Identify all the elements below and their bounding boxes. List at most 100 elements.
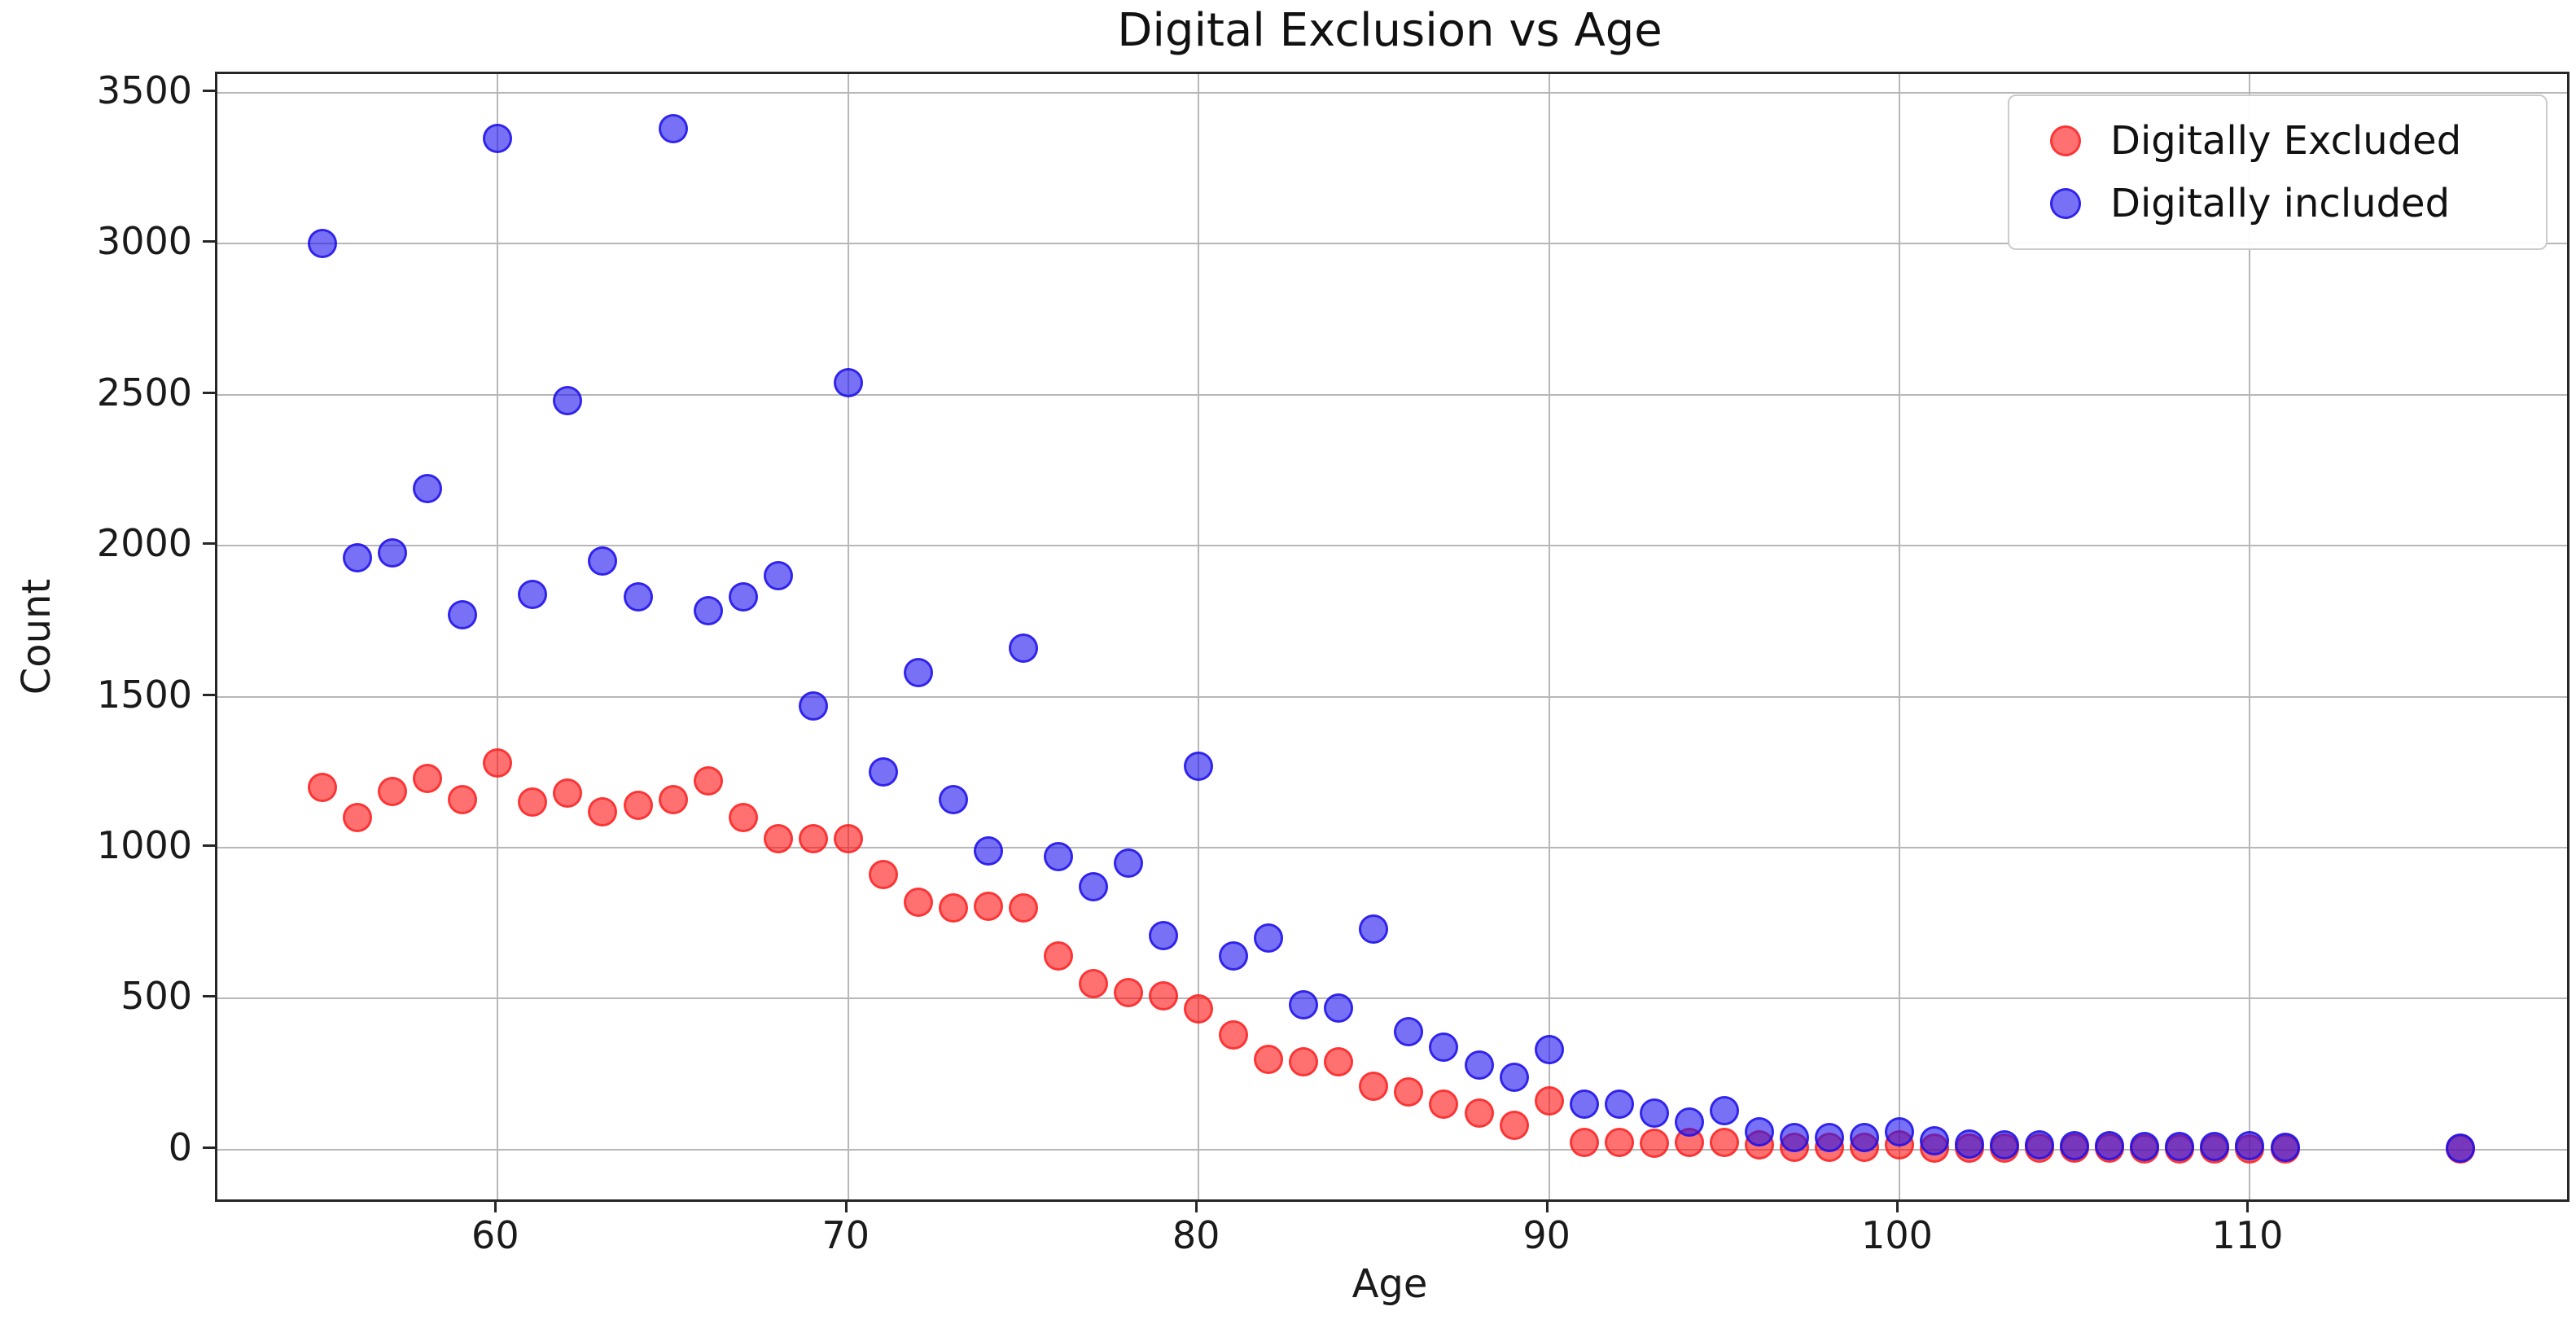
ytick-label-2000: 2000 [96,521,192,566]
scatter-point [2200,1132,2230,1162]
scatter-point [1184,751,1214,781]
gridline-x-100 [1899,74,1901,1199]
scatter-point [1534,1086,1564,1116]
scatter-point [483,123,513,153]
scatter-point [1709,1127,1739,1157]
gridline-y-1000 [217,847,2567,848]
gridline-y-3000 [217,243,2567,245]
scatter-point [1604,1089,1634,1120]
ytick-label-500: 500 [120,974,192,1019]
legend-marker-excluded-icon [2050,125,2081,157]
scatter-point [938,784,968,814]
scatter-point [2060,1131,2090,1161]
scatter-point [2165,1132,2195,1162]
scatter-point [2270,1132,2300,1162]
scatter-point [2130,1132,2160,1162]
scatter-point [1079,968,1109,998]
scatter-point [1920,1125,1950,1155]
scatter-point [1044,842,1074,872]
ytick-mark-2500 [203,391,216,394]
scatter-point [728,582,758,612]
scatter-point [798,690,828,721]
scatter-point [658,114,688,144]
ytick-label-3500: 3500 [96,68,192,112]
scatter-point [343,543,373,573]
scatter-point [1534,1035,1564,1065]
scatter-point [903,657,933,687]
scatter-point [1744,1116,1774,1146]
scatter-point [1955,1129,1985,1160]
scatter-point [343,802,373,832]
gridline-y-500 [217,997,2567,1000]
scatter-point [1079,872,1109,902]
scatter-point [1359,914,1389,945]
gridline-x-80 [1198,74,1200,1199]
ytick-mark-500 [203,995,216,998]
scatter-point [1114,977,1144,1007]
scatter-point [1394,1017,1424,1047]
scatter-point [483,748,513,778]
scatter-point [1990,1130,2020,1160]
ytick-label-0: 0 [168,1125,192,1169]
scatter-point [1499,1062,1529,1092]
gridline-y-1500 [217,695,2567,698]
xtick-mark-60 [494,1199,497,1212]
scatter-point [2235,1131,2265,1161]
scatter-point [763,561,793,591]
scatter-point [973,835,1003,866]
xtick-label-60: 60 [471,1213,519,1257]
gridline-y-0 [217,1148,2567,1151]
scatter-point [1885,1116,1915,1146]
ytick-mark-3000 [203,240,216,243]
scatter-point [1324,1047,1354,1077]
scatter-point [658,784,688,814]
scatter-point [308,772,338,802]
ytick-label-1000: 1000 [96,823,192,867]
scatter-point [1569,1127,1599,1157]
legend-item-excluded: Digitally Excluded [2050,119,2546,163]
plot-area [215,72,2569,1202]
scatter-point [1044,941,1074,971]
scatter-point [798,823,828,853]
scatter-point [728,802,758,832]
scatter-point [1324,993,1354,1023]
scatter-point [448,784,478,814]
xtick-mark-70 [844,1199,848,1212]
ytick-label-2500: 2500 [96,370,192,414]
scatter-point [1814,1122,1844,1152]
x-axis-label: Age [1352,1261,1428,1307]
scatter-point [868,757,898,787]
scatter-point [1219,1019,1249,1050]
scatter-point [553,386,583,416]
scatter-point [1639,1098,1669,1129]
gridline-y-2500 [217,393,2567,396]
scatter-point [1569,1089,1599,1120]
scatter-point [1394,1077,1424,1107]
legend-label-included: Digitally included [2110,180,2451,226]
xtick-label-110: 110 [2211,1213,2284,1257]
scatter-point [378,777,408,807]
scatter-point [1149,980,1179,1011]
scatter-point [903,887,933,917]
gridline-x-110 [2249,74,2251,1199]
scatter-point [1464,1050,1494,1080]
legend-label-excluded: Digitally Excluded [2110,118,2462,164]
ytick-mark-1500 [203,693,216,696]
scatter-point [1219,941,1249,971]
xtick-label-70: 70 [821,1213,870,1257]
scatter-point [1604,1127,1634,1157]
scatter-point [693,766,723,796]
scatter-point [623,582,653,612]
scatter-point [1149,920,1179,950]
xtick-mark-90 [1545,1199,1549,1212]
gridline-y-2000 [217,545,2567,547]
chart-title: Digital Exclusion vs Age [1117,4,1663,57]
legend-marker-included-icon [2050,187,2081,219]
scatter-point [553,778,583,809]
scatter-point [868,860,898,890]
ytick-mark-0 [203,1146,216,1149]
scatter-point [1254,1044,1284,1074]
scatter-point [1114,848,1144,878]
scatter-point [2025,1130,2055,1160]
scatter-point [413,763,443,793]
